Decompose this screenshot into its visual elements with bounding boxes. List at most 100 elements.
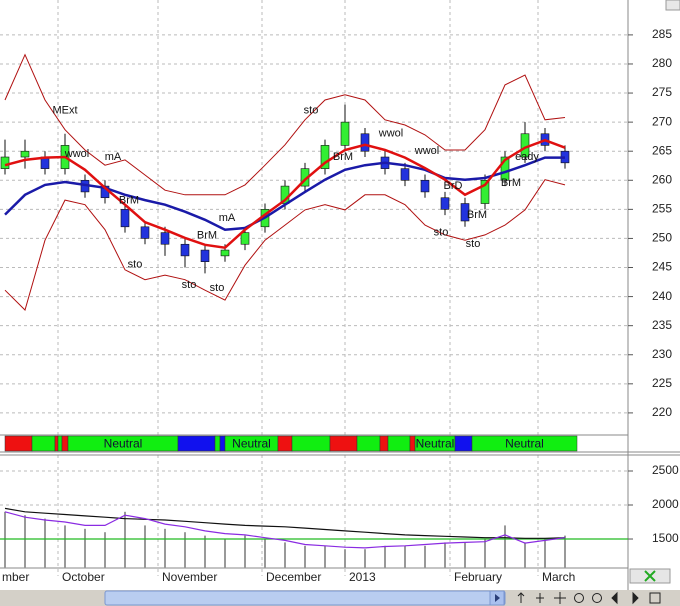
bollinger-band: [4, 179, 566, 311]
volume-bar: [204, 535, 206, 568]
next-icon[interactable]: [632, 591, 639, 605]
toolbar: [517, 591, 661, 605]
candle-body: [500, 156, 510, 181]
x-tick-label: 2013: [349, 570, 376, 584]
volume-bar: [244, 535, 246, 568]
regime-segment: [31, 435, 56, 452]
x-tick-label: mber: [2, 570, 29, 584]
volume-bar: [344, 549, 346, 568]
annotation: sto: [182, 279, 197, 291]
volume-bar: [464, 542, 466, 568]
annotation: sto: [466, 238, 481, 250]
candle-body: [320, 145, 330, 169]
candle-body: [460, 203, 470, 222]
moving-average: [4, 138, 566, 250]
y-tick-label: 235: [652, 318, 672, 332]
annotation: wwol: [64, 148, 89, 160]
annotation: BrM: [501, 177, 521, 189]
regime-segment: [379, 435, 389, 452]
volume-bar: [504, 525, 506, 568]
candle-body: [240, 232, 250, 245]
scroll-thumb[interactable]: [104, 590, 506, 606]
regime-segment: [471, 435, 578, 452]
prev-icon[interactable]: [611, 591, 618, 605]
bollinger-band: [4, 53, 566, 196]
zoom-in[interactable]: [592, 593, 602, 603]
candle-body: [360, 133, 370, 152]
window-icon[interactable]: [649, 592, 661, 604]
regime-segment: [214, 435, 221, 452]
candle-body: [340, 121, 350, 146]
annotation: sto: [434, 227, 449, 239]
volume-bar: [324, 545, 326, 568]
y-tick-label: 245: [652, 260, 672, 274]
y-tick-label: 220: [652, 405, 672, 419]
volume-bar: [284, 542, 286, 568]
volume-bar: [44, 518, 46, 568]
y-tick-label: 270: [652, 114, 672, 128]
y-tick-label: 275: [652, 85, 672, 99]
candle-body: [160, 232, 170, 245]
volume-average: [4, 511, 566, 549]
regime-label: Neutral: [416, 437, 455, 451]
y-tick-label: 285: [652, 27, 672, 41]
volume-bar: [364, 549, 366, 568]
candle-body: [180, 243, 190, 257]
x-tick-label: December: [266, 570, 321, 584]
annotation: BrD: [444, 180, 463, 192]
regime-segment: [329, 435, 358, 452]
volume-bar: [164, 528, 166, 568]
y-tick-label: 225: [652, 376, 672, 390]
y-tick-label: 1500: [652, 531, 679, 545]
annotation: BrM: [197, 229, 217, 241]
tool-icon[interactable]: [536, 593, 544, 603]
y-tick-label: 2500: [652, 463, 679, 477]
volume-bar: [544, 539, 546, 568]
volume-bar: [64, 525, 66, 568]
regime-segment: [387, 435, 411, 452]
moving-average: [4, 156, 565, 231]
regime-segment: [454, 435, 473, 452]
y-tick-label: 280: [652, 56, 672, 70]
zoom-out[interactable]: [574, 593, 584, 603]
y-axis-area: [628, 0, 680, 606]
regime-segment: [219, 435, 226, 452]
tool-icon[interactable]: [554, 592, 566, 604]
y-tick-label: 255: [652, 202, 672, 216]
x-tick-label: October: [62, 570, 105, 584]
candle-body: [140, 226, 150, 239]
volume-bar: [264, 539, 266, 568]
candle-body: [420, 179, 430, 193]
regime-segment: [177, 435, 216, 452]
volume-bar: [4, 511, 6, 568]
y-tick-label: 250: [652, 231, 672, 245]
x-tick-label: November: [162, 570, 217, 584]
regime-label: Neutral: [232, 437, 271, 451]
annotation: MExt: [52, 104, 77, 116]
volume-bar: [444, 542, 446, 568]
volume-bar: [224, 539, 226, 568]
x-tick-label: March: [542, 570, 575, 584]
regime-label: Neutral: [104, 437, 143, 451]
regime-segment: [57, 435, 63, 452]
candle-body: [440, 197, 450, 210]
candle-body: [0, 156, 10, 169]
annotation: wwol: [414, 145, 439, 157]
volume-bar: [104, 532, 106, 568]
zoom-icon: [644, 570, 656, 582]
tool-icon[interactable]: [517, 592, 525, 603]
candle-body: [120, 209, 130, 228]
candle-body: [400, 168, 410, 181]
volume-bar: [84, 528, 86, 568]
y-tick-label: 230: [652, 347, 672, 361]
annotation: mA: [105, 151, 122, 163]
volume-bar: [404, 545, 406, 568]
y-tick-label: 260: [652, 172, 672, 186]
annotation: sto: [128, 259, 143, 271]
scroll-up[interactable]: [665, 0, 680, 11]
volume-bar: [124, 511, 126, 568]
volume-bar: [144, 525, 146, 568]
regime-segment: [61, 435, 69, 452]
regime-segment: [4, 435, 33, 452]
